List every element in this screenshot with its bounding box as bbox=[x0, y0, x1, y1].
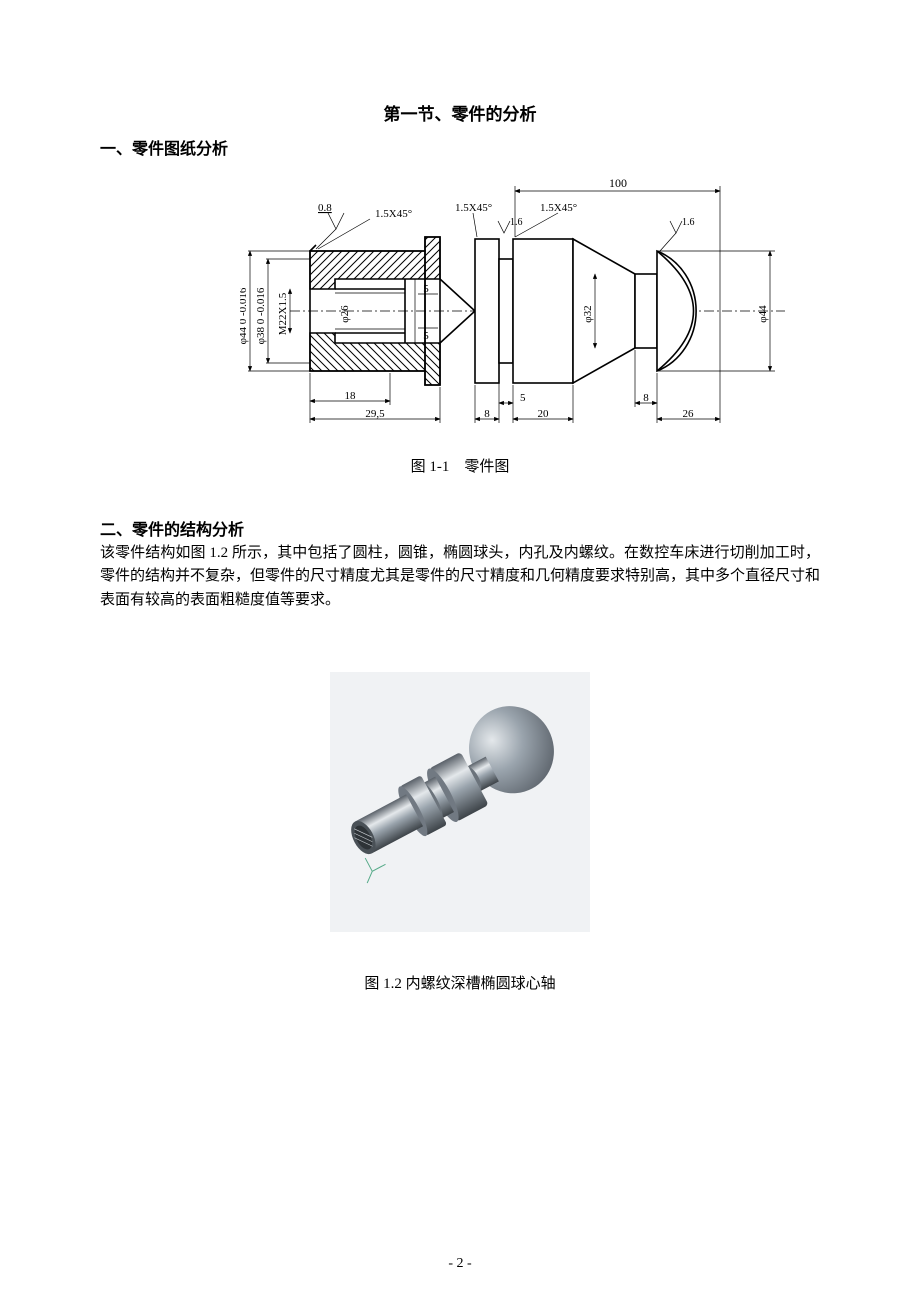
dim-label: φ26 bbox=[339, 305, 351, 323]
body-paragraph: 该零件结构如图 1.2 所示，其中包括了圆柱，圆锥，椭圆球头，内孔及内螺纹。在数… bbox=[100, 542, 820, 612]
dim-label: 8 bbox=[484, 408, 490, 420]
dim-label: 1.5X45° bbox=[540, 202, 577, 214]
dim-label: 26 bbox=[683, 408, 695, 420]
dim-label: 20 bbox=[538, 408, 550, 420]
dim-label: 5 bbox=[520, 392, 526, 404]
figure-2-caption: 图 1.2 内螺纹深槽椭圆球心轴 bbox=[100, 972, 820, 993]
dim-label: 100 bbox=[609, 176, 627, 190]
surface-finish: 1.6 bbox=[510, 217, 523, 228]
dim-label: 1.5X45° bbox=[455, 202, 492, 214]
section-title: 第一节、零件的分析 bbox=[100, 100, 820, 125]
heading-1: 一、零件图纸分析 bbox=[100, 135, 820, 159]
surface-finish: 0.8 bbox=[318, 202, 332, 214]
dim-label: φ32 bbox=[582, 305, 594, 322]
dim-label: 18 bbox=[345, 390, 357, 402]
surface-finish: 1.6 bbox=[682, 217, 695, 228]
dim-label: 8 bbox=[643, 392, 649, 404]
dim-label: φ44 bbox=[757, 305, 769, 323]
figure-1-caption: 图 1-1 零件图 bbox=[100, 455, 820, 476]
heading-2: 二、零件的结构分析 bbox=[100, 516, 820, 540]
dim-label: 29,5 bbox=[365, 408, 385, 420]
dim-label: M22X1.5 bbox=[277, 292, 289, 335]
figure-1-drawing: 5 5 100 1.5X45° 1.5X45° 1.5X45° 0.8 bbox=[180, 161, 740, 451]
figure-2-render bbox=[330, 672, 590, 932]
page-number: - 2 - bbox=[0, 1256, 920, 1272]
dim-label: 5 bbox=[423, 330, 429, 342]
dim-label: 5 bbox=[423, 283, 429, 295]
dim-label: 1.5X45° bbox=[375, 208, 412, 220]
dim-label: φ44 0 -0.016 bbox=[240, 287, 249, 344]
dim-label: φ38 0 -0.016 bbox=[255, 287, 267, 344]
